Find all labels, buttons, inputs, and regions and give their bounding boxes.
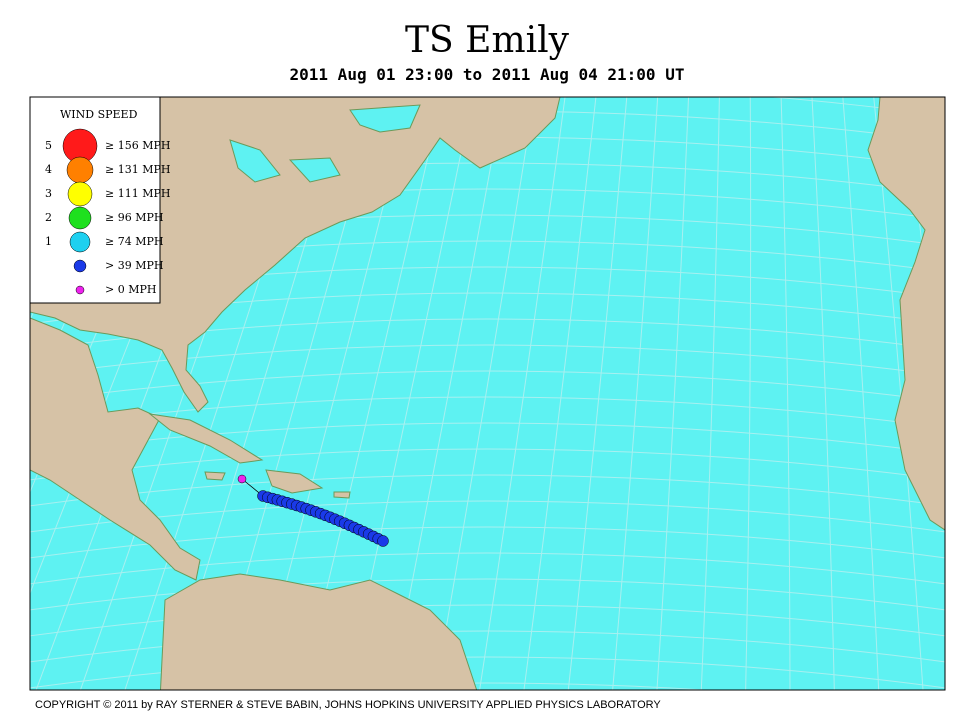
legend-box xyxy=(29,96,161,304)
meridian xyxy=(0,60,30,720)
puerto-rico xyxy=(333,491,351,499)
parallel xyxy=(30,474,945,507)
meridian xyxy=(567,97,628,690)
legend-category: 3 xyxy=(45,187,52,200)
parallel xyxy=(30,578,945,611)
legend-category: 2 xyxy=(45,211,52,224)
legend-swatch xyxy=(67,181,93,207)
cuba xyxy=(148,413,264,464)
meridian xyxy=(479,97,566,690)
subtitle: 2011 Aug 01 23:00 to 2011 Aug 04 21:00 U… xyxy=(290,65,685,84)
copyright: COPYRIGHT © 2011 by RAY STERNER & STEVE … xyxy=(35,699,661,711)
track-point xyxy=(237,474,247,484)
meridian xyxy=(780,97,791,690)
track-point xyxy=(377,535,389,547)
legend-label: ≥ 96 MPH xyxy=(105,211,163,224)
legend-label: ≥ 156 MPH xyxy=(105,139,170,152)
lakes xyxy=(229,104,421,183)
meridian xyxy=(745,97,752,690)
legend-category: 4 xyxy=(45,163,52,176)
parallel xyxy=(30,344,945,377)
legend: WIND SPEED 5 4 3 2 1 ≥ 156 MPH ≥ 131 MPH… xyxy=(29,96,170,304)
parallel xyxy=(30,552,945,585)
legend-swatch xyxy=(66,156,94,184)
europe-africa xyxy=(867,97,945,531)
north-america xyxy=(30,97,561,413)
parallel xyxy=(30,630,945,663)
meridian xyxy=(656,97,690,690)
meridian xyxy=(523,97,597,690)
legend-swatch xyxy=(68,206,92,230)
jamaica xyxy=(204,471,226,481)
legend-category: 5 xyxy=(45,139,52,152)
meridian xyxy=(700,97,720,690)
legend-swatch xyxy=(69,231,91,253)
meridian xyxy=(612,97,659,690)
meridian xyxy=(434,97,535,690)
parallel xyxy=(262,682,713,690)
south-america xyxy=(159,573,478,690)
central-america xyxy=(30,317,201,581)
parallel xyxy=(0,0,975,16)
parallel xyxy=(30,448,945,481)
meridian xyxy=(960,60,975,720)
title: TS Emily xyxy=(405,20,570,61)
legend-label: ≥ 131 MPH xyxy=(105,163,170,176)
legend-swatch xyxy=(75,285,85,295)
meridian xyxy=(811,97,835,690)
storm-track xyxy=(237,474,389,547)
legend-category: 1 xyxy=(45,235,52,248)
parallel xyxy=(30,656,945,689)
legend-title: WIND SPEED xyxy=(60,108,138,121)
map-frame xyxy=(29,96,946,691)
legend-label: ≥ 74 MPH xyxy=(105,235,163,248)
legend-label: ≥ 111 MPH xyxy=(105,187,170,200)
legend-label: > 0 MPH xyxy=(105,283,156,296)
parallel xyxy=(30,370,945,403)
parallel xyxy=(30,526,945,559)
legend-swatch xyxy=(73,259,87,273)
legend-label: > 39 MPH xyxy=(105,259,163,272)
meridian xyxy=(842,97,880,690)
hispaniola xyxy=(265,469,324,494)
